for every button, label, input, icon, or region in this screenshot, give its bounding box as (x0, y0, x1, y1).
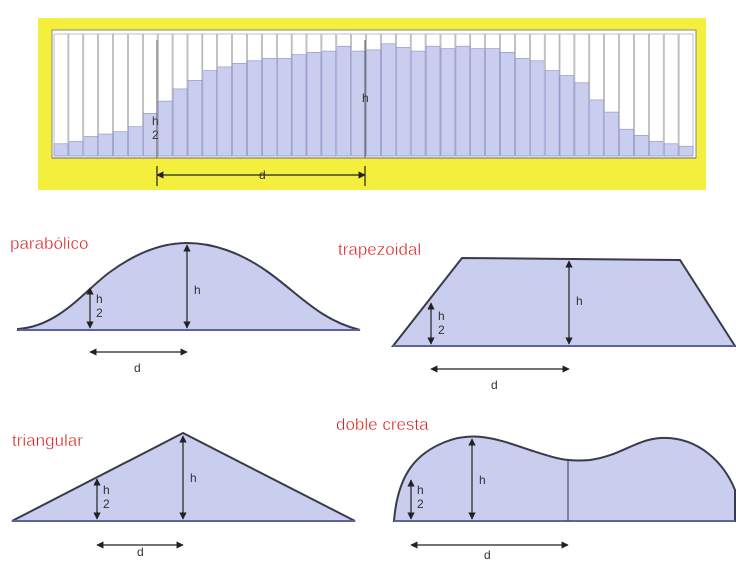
triangular-half-den: 2 (103, 497, 110, 511)
bar (113, 131, 128, 157)
bar (470, 48, 485, 157)
bar (500, 51, 515, 157)
trapezoidal-half-num: h (438, 309, 445, 323)
shape-parabolic: parabólico h h 2 d (10, 234, 361, 375)
bar (425, 45, 441, 157)
double-crest-half-num: h (417, 483, 424, 497)
bar (515, 58, 530, 157)
top-panel: d h h 2 (38, 18, 706, 190)
bar-slot (648, 33, 664, 157)
parabolic-height-label: h (194, 283, 201, 297)
bar (678, 145, 694, 157)
bar (217, 66, 232, 157)
parabolic-half-num: h (96, 292, 103, 306)
bar (366, 49, 381, 157)
bar (529, 60, 545, 157)
trapezoidal-half-den: 2 (438, 323, 445, 337)
parabolic-outline (17, 241, 361, 331)
bar (247, 60, 262, 157)
bar (68, 141, 84, 157)
bar (455, 45, 471, 157)
trapezoidal-distance-label: d (491, 378, 498, 392)
bar (381, 43, 396, 157)
trapezoidal-height-label: h (576, 294, 583, 308)
bar (128, 126, 143, 157)
bar-slot (678, 33, 694, 157)
bar (98, 133, 113, 157)
top-distance-label: d (259, 168, 266, 182)
triangular-distance-label: d (137, 545, 144, 559)
double-crest-height-label: h (479, 473, 486, 487)
bar (634, 135, 649, 157)
bar (351, 50, 366, 157)
bar (83, 136, 99, 157)
bar (619, 128, 634, 157)
trapezoidal-title: trapezoidal (338, 240, 421, 259)
bar (321, 50, 337, 157)
bar (410, 50, 426, 157)
triangular-title: triangular (12, 431, 83, 450)
top-half-height-den: 2 (152, 128, 159, 142)
parabolic-distance-label: d (134, 361, 141, 375)
double-crest-distance-label: d (484, 548, 491, 562)
bar (574, 82, 590, 157)
triangular-height-label: h (190, 471, 197, 485)
bar (663, 143, 679, 157)
bar (604, 111, 619, 157)
parabolic-half-den: 2 (96, 306, 103, 320)
bar (589, 99, 604, 157)
double-crest-title: doble cresta (336, 415, 429, 434)
bar (157, 100, 173, 157)
bar (395, 47, 411, 157)
bar-slot (53, 33, 69, 157)
bar (202, 70, 218, 157)
bar-slot (663, 33, 679, 157)
double-crest-outline (392, 435, 736, 522)
bar (336, 45, 351, 157)
bar-slot (68, 33, 84, 157)
shape-double-crest: doble cresta h h 2 d (336, 415, 736, 562)
bar (485, 48, 500, 157)
bar (187, 80, 203, 157)
bar (544, 70, 560, 157)
bar (559, 75, 575, 157)
shape-trapezoidal: trapezoidal h h 2 d (338, 240, 736, 392)
bar (648, 141, 664, 157)
bar-histogram (53, 33, 694, 158)
top-half-height-num: h (152, 114, 159, 128)
double-crest-half-den: 2 (417, 497, 424, 511)
bar (276, 58, 292, 157)
bar (53, 143, 69, 157)
parabolic-title: parabólico (10, 234, 88, 253)
triangular-half-num: h (103, 483, 110, 497)
bar (306, 51, 322, 157)
bar (232, 62, 247, 157)
bar (291, 54, 307, 157)
bar (262, 58, 277, 157)
top-height-label: h (362, 91, 369, 105)
bar (172, 88, 188, 157)
bar (440, 48, 456, 157)
shape-triangular: triangular h h 2 d (11, 431, 356, 559)
